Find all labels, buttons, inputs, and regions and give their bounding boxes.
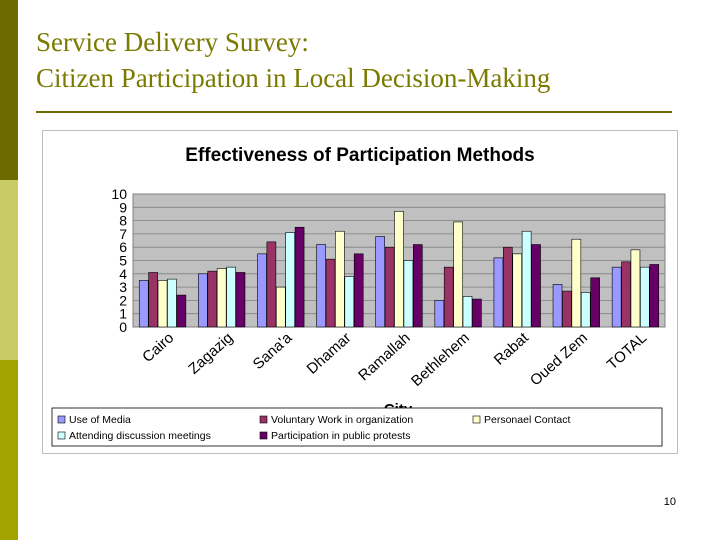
page-number: 10	[663, 496, 676, 508]
bar	[472, 298, 482, 328]
x-tick-label: Oued Zem	[527, 329, 591, 389]
y-tick-label: 5	[119, 253, 127, 269]
bar	[621, 261, 631, 328]
legend-label: Use of Media	[69, 414, 131, 426]
bar	[571, 238, 582, 328]
legend-swatch	[57, 415, 66, 424]
bar	[562, 290, 572, 328]
bar	[335, 230, 345, 328]
x-tick-label: Sana'a	[250, 329, 296, 373]
bar	[493, 257, 504, 328]
x-tick-label: Ramallah	[355, 329, 413, 384]
legend-label: Participation in public protests	[271, 430, 411, 442]
y-tick-label: 0	[119, 319, 127, 335]
chart-title: Effectiveness of Participation Methods	[185, 145, 534, 166]
bar	[552, 284, 563, 328]
bar	[649, 264, 660, 328]
bar	[294, 226, 305, 328]
bar	[316, 244, 326, 328]
y-tick-label: 1	[119, 306, 127, 322]
bar	[235, 272, 246, 328]
bar	[503, 246, 513, 328]
bar	[216, 268, 227, 328]
title-divider	[36, 111, 672, 113]
y-tick-label: 3	[119, 279, 127, 295]
bar	[176, 294, 187, 328]
legend-swatch	[259, 431, 268, 440]
bar	[375, 236, 386, 328]
legend-swatch	[259, 415, 268, 424]
x-tick-label: Cairo	[139, 329, 177, 366]
bar	[226, 266, 236, 328]
bar	[462, 296, 473, 328]
y-tick-label: 8	[119, 213, 127, 229]
bar	[512, 253, 523, 328]
bar	[257, 253, 267, 328]
bar	[531, 244, 541, 328]
y-tick-label: 6	[119, 239, 127, 255]
bar	[285, 232, 295, 328]
legend-swatch	[57, 431, 66, 440]
bar	[275, 286, 286, 328]
slide-title: Service Delivery Survey: Citizen Partici…	[36, 24, 696, 96]
bar-chart: Effectiveness of Participation Methods01…	[51, 145, 666, 447]
bar	[580, 292, 591, 328]
bar	[325, 258, 336, 328]
y-tick-label: 7	[119, 226, 127, 242]
bar	[344, 276, 355, 328]
x-tick-label: Dhamar	[304, 329, 355, 377]
bar	[266, 241, 277, 328]
bar	[148, 272, 158, 328]
bar	[412, 244, 423, 328]
x-tick-label: TOTAL	[604, 329, 650, 373]
y-tick-label: 4	[119, 266, 127, 282]
bar	[403, 260, 414, 328]
bar	[198, 273, 208, 328]
bar	[138, 280, 149, 328]
bar	[640, 266, 650, 328]
bar	[434, 300, 445, 328]
bar	[611, 266, 622, 328]
bar	[157, 280, 168, 328]
legend-swatch	[472, 415, 481, 424]
chart-frame: Effectiveness of Participation Methods 0 1…	[42, 130, 678, 454]
bar	[521, 230, 532, 328]
bar	[590, 277, 600, 328]
y-tick-label: 2	[119, 292, 127, 308]
bar	[630, 249, 641, 328]
slide-title-line-1: Service Delivery Survey:	[36, 27, 309, 57]
y-tick-label: 9	[119, 199, 127, 215]
slide-title-line-2: Citizen Participation in Local Decision-…	[36, 63, 551, 93]
legend-label: Attending discussion meetings	[69, 430, 211, 442]
legend-box	[51, 407, 663, 447]
bar	[394, 210, 404, 328]
y-tick-label: 10	[111, 186, 127, 202]
x-tick-label: Rabat	[491, 329, 533, 369]
bar	[443, 266, 454, 328]
bar	[453, 221, 463, 328]
bar	[353, 253, 364, 328]
x-tick-label: Zagazig	[185, 329, 236, 377]
bar	[384, 246, 395, 328]
sidebar-stripe-light	[0, 180, 18, 360]
x-tick-label: Bethlehem	[408, 329, 473, 390]
bar	[207, 270, 218, 328]
sidebar-stripe-dark	[0, 0, 18, 180]
legend-label: Voluntary Work in organization	[271, 414, 413, 426]
bar	[167, 278, 177, 328]
sidebar-stripe-mid	[0, 360, 18, 540]
legend-label: Personael Contact	[484, 414, 570, 426]
